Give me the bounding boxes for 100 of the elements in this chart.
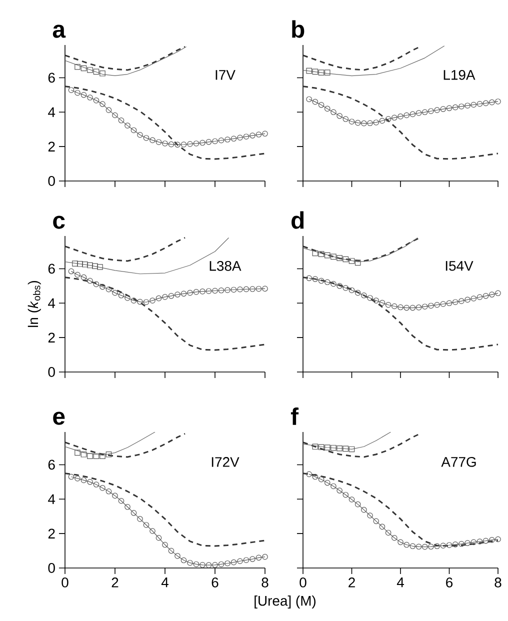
point (458, 104, 464, 110)
x-tick-label: 6 (446, 578, 453, 588)
point (92, 263, 98, 270)
point (112, 112, 118, 118)
point (143, 522, 150, 528)
point (212, 138, 218, 144)
point (137, 298, 143, 305)
point (440, 542, 446, 549)
point (256, 286, 262, 292)
point (130, 127, 137, 134)
point (206, 288, 212, 294)
point (230, 559, 237, 566)
point (422, 109, 428, 116)
x-axis-title: [Urea] (M) (254, 596, 316, 609)
point (324, 106, 330, 112)
point (361, 292, 367, 298)
point (80, 65, 87, 72)
point (112, 290, 118, 296)
point (93, 68, 100, 75)
annotation: L19A (444, 70, 476, 80)
point (348, 258, 355, 264)
point (416, 544, 422, 550)
y-tick-label: 6 (48, 264, 55, 274)
point (342, 446, 349, 452)
annotation: L38A (210, 260, 242, 271)
point (262, 286, 268, 292)
chart-title: b (292, 20, 304, 38)
point (306, 68, 312, 74)
point (137, 132, 143, 138)
point (243, 557, 250, 563)
point (200, 288, 206, 294)
point (243, 134, 250, 140)
point (74, 90, 80, 96)
chart-title: a (52, 24, 66, 38)
line-series (65, 46, 186, 71)
point (312, 68, 318, 75)
point (87, 94, 93, 100)
point (324, 279, 330, 286)
point (74, 64, 80, 70)
point (200, 140, 206, 146)
point (404, 112, 410, 118)
point (206, 562, 212, 568)
point (416, 110, 422, 116)
point (130, 510, 137, 516)
point (434, 107, 440, 113)
point (87, 262, 93, 268)
y-tick-label: 4 (48, 494, 56, 504)
point (230, 136, 237, 142)
point (124, 122, 130, 128)
point (193, 561, 200, 568)
point (489, 99, 495, 106)
point (392, 303, 398, 310)
point (156, 139, 162, 145)
point (168, 293, 174, 299)
point (373, 120, 380, 126)
point (218, 137, 224, 144)
point (212, 288, 218, 294)
point (72, 260, 78, 266)
point (330, 444, 336, 451)
point (100, 101, 106, 107)
y-tick-label: 4 (48, 107, 56, 117)
point (354, 260, 361, 266)
point (330, 254, 336, 260)
y-tick-label: 2 (48, 142, 55, 152)
point (180, 290, 187, 297)
point (367, 120, 373, 126)
point (354, 501, 361, 508)
y-tick-label: 2 (48, 528, 55, 538)
point (354, 290, 361, 296)
point (385, 302, 392, 308)
point (318, 278, 324, 284)
point (250, 556, 256, 562)
point (458, 541, 464, 547)
point (440, 301, 446, 307)
point (464, 296, 470, 303)
point (379, 300, 386, 306)
point (168, 548, 174, 554)
point (482, 293, 489, 299)
point (112, 492, 118, 499)
point (150, 137, 156, 144)
point (87, 479, 93, 485)
point (150, 298, 156, 304)
point (348, 118, 355, 125)
point (212, 562, 218, 568)
point (174, 292, 180, 298)
point (482, 100, 489, 106)
point (100, 70, 106, 76)
point (482, 538, 489, 544)
point (318, 476, 324, 482)
point (476, 538, 483, 544)
point (106, 451, 112, 458)
annotation: A77G (441, 456, 476, 467)
point (470, 296, 477, 302)
y-axis-title: ln (k$_{obs}$) (28, 280, 41, 327)
point (237, 558, 243, 564)
point (312, 98, 318, 105)
point (156, 534, 162, 541)
point (100, 453, 106, 460)
x-tick-label: 6 (212, 578, 218, 588)
point (379, 524, 386, 530)
